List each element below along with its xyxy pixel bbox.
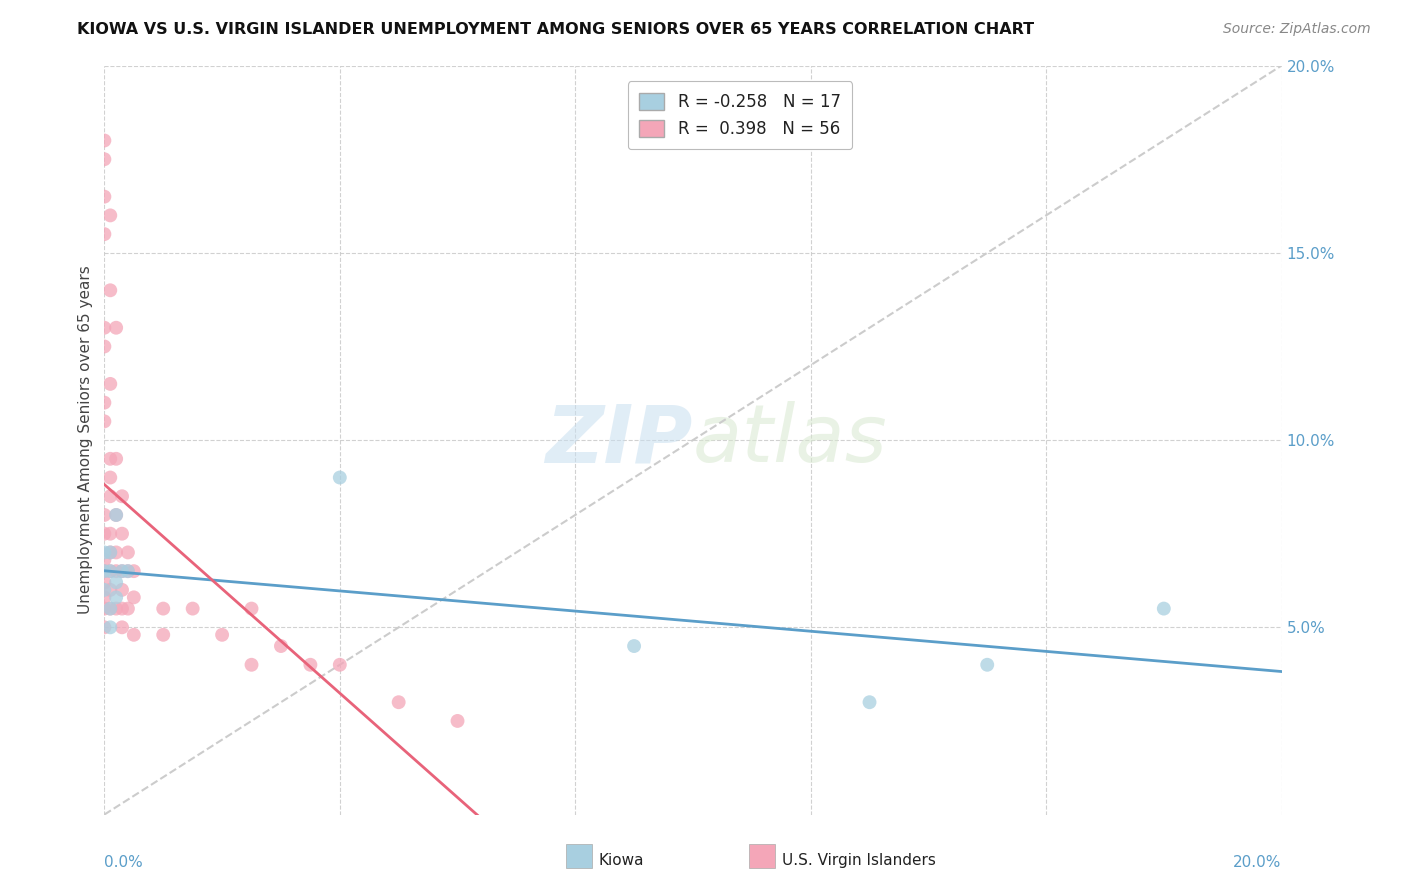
Point (111, 564, 134, 578)
Point (111, 601, 134, 615)
Point (105, 451, 128, 466)
Point (93, 508, 115, 522)
Point (122, 628, 145, 642)
Point (111, 564, 134, 578)
Point (117, 545, 139, 559)
Point (623, 639, 645, 653)
Point (98, 208, 121, 222)
Point (93, 227, 115, 241)
Point (211, 628, 233, 642)
Point (98, 451, 121, 466)
Point (98, 620, 121, 634)
Point (105, 508, 128, 522)
Point (329, 657, 352, 672)
Text: Kiowa: Kiowa (599, 853, 644, 868)
Text: 0.0%: 0.0% (104, 855, 143, 870)
Point (240, 601, 263, 615)
Point (105, 320, 128, 334)
Point (93, 152, 115, 166)
Point (93, 564, 115, 578)
Point (93, 601, 115, 615)
Text: U.S. Virgin Islanders: U.S. Virgin Islanders (782, 853, 935, 868)
Point (388, 695, 411, 709)
Point (98, 564, 121, 578)
Point (299, 657, 322, 672)
Point (117, 601, 139, 615)
Point (181, 601, 204, 615)
Point (111, 582, 134, 597)
Point (111, 489, 134, 503)
Point (93, 564, 115, 578)
Point (858, 695, 880, 709)
Point (98, 526, 121, 541)
Point (98, 601, 121, 615)
Text: Source: ZipAtlas.com: Source: ZipAtlas.com (1223, 22, 1371, 37)
Point (93, 414, 115, 428)
Point (122, 564, 145, 578)
Point (117, 564, 139, 578)
Point (105, 601, 128, 615)
Point (98, 564, 121, 578)
Point (93, 189, 115, 203)
Point (105, 575, 128, 590)
Point (105, 564, 128, 578)
Point (329, 470, 352, 484)
Y-axis label: Unemployment Among Seniors over 65 years: Unemployment Among Seniors over 65 years (79, 266, 93, 615)
Point (93, 620, 115, 634)
Point (93, 395, 115, 409)
Point (122, 591, 145, 605)
Point (93, 320, 115, 334)
Point (93, 553, 115, 567)
Point (93, 545, 115, 559)
Point (111, 620, 134, 634)
Point (270, 639, 292, 653)
Point (152, 601, 174, 615)
Point (240, 657, 263, 672)
Point (105, 591, 128, 605)
Point (93, 339, 115, 353)
Text: atlas: atlas (693, 401, 887, 479)
Point (98, 582, 121, 597)
Point (98, 545, 121, 559)
Point (105, 508, 128, 522)
Point (446, 714, 468, 728)
Point (98, 283, 121, 297)
Point (98, 601, 121, 615)
Point (93, 526, 115, 541)
Point (117, 564, 139, 578)
Point (98, 489, 121, 503)
Point (105, 545, 128, 559)
Point (93, 575, 115, 590)
Text: KIOWA VS U.S. VIRGIN ISLANDER UNEMPLOYMENT AMONG SENIORS OVER 65 YEARS CORRELATI: KIOWA VS U.S. VIRGIN ISLANDER UNEMPLOYME… (77, 22, 1035, 37)
Point (98, 376, 121, 391)
Text: 20.0%: 20.0% (1233, 855, 1281, 870)
Legend: R = -0.258   N = 17, R =  0.398   N = 56: R = -0.258 N = 17, R = 0.398 N = 56 (627, 81, 852, 150)
Point (93, 591, 115, 605)
Point (976, 657, 998, 672)
Point (93, 582, 115, 597)
Point (98, 470, 121, 484)
Text: ZIP: ZIP (546, 401, 693, 479)
Point (1153, 601, 1175, 615)
Point (98, 545, 121, 559)
Point (93, 134, 115, 148)
Point (111, 526, 134, 541)
Point (152, 628, 174, 642)
